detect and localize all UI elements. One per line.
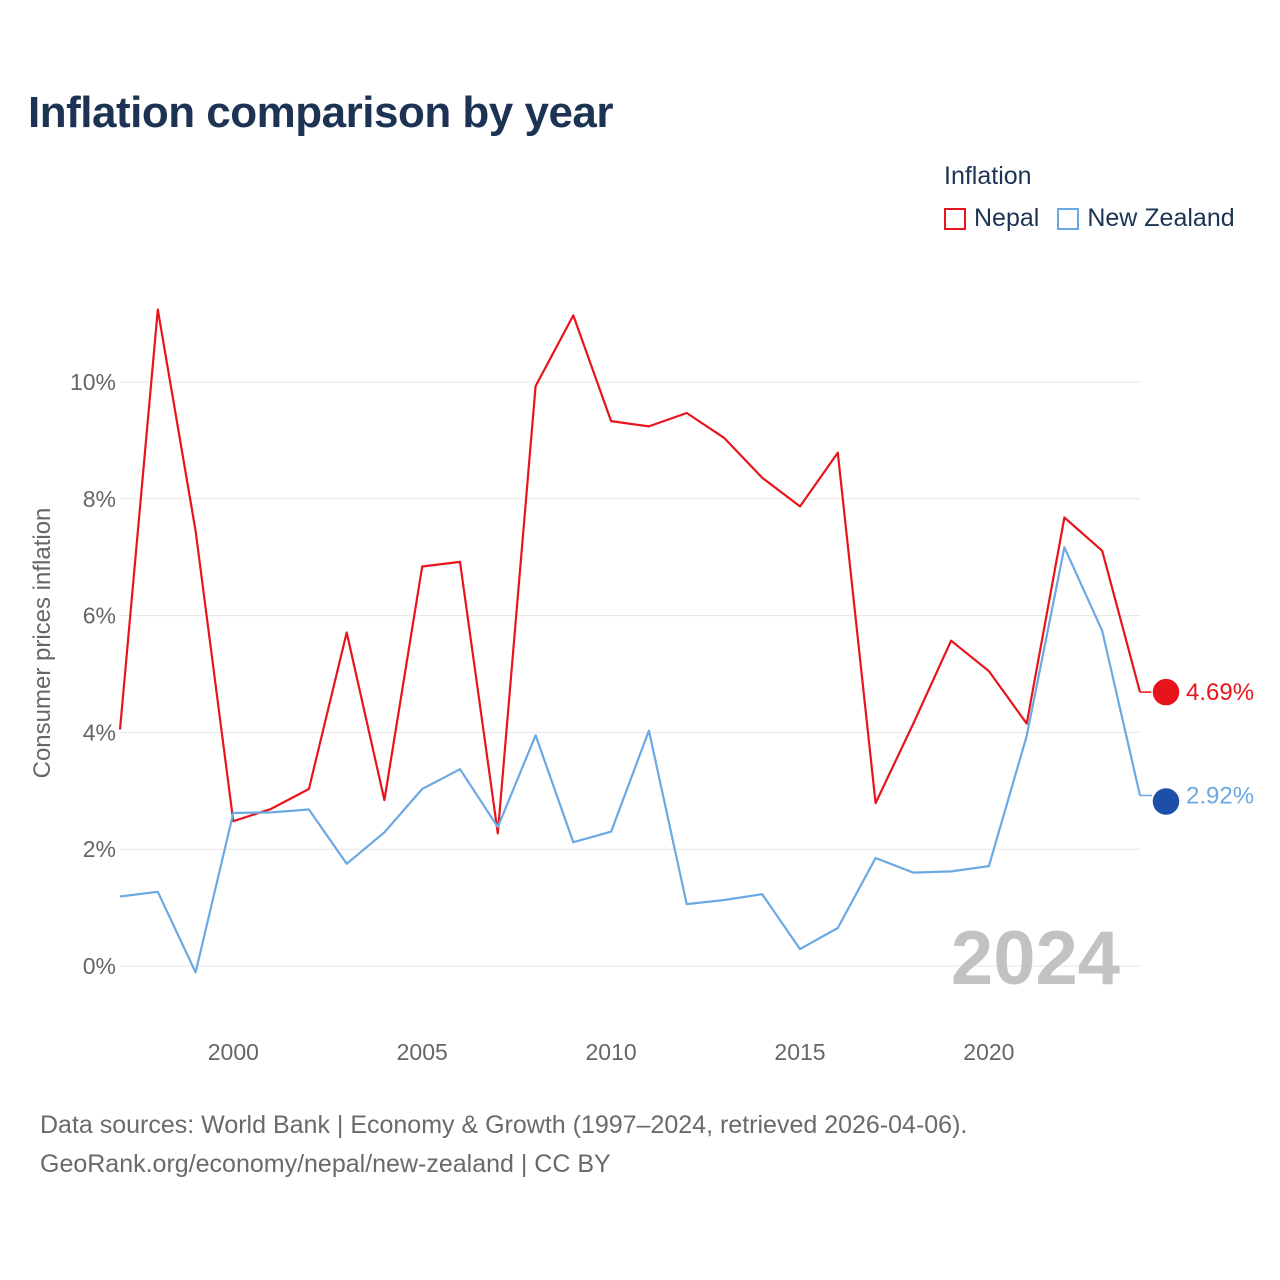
y-tick-label-0: 0%	[83, 953, 116, 979]
x-axis-ticks: 2000 2005 2010 2015 2020	[208, 1039, 1015, 1065]
legend-item-nepal[interactable]: Nepal	[944, 204, 1039, 233]
flag-marker-nepal	[1151, 677, 1181, 707]
legend-title: Inflation	[944, 162, 1032, 190]
x-tick-label-2005: 2005	[397, 1039, 448, 1065]
y-tick-label-4: 4%	[83, 719, 116, 745]
series-lines	[118, 308, 1142, 974]
legend-swatch-nepal	[944, 207, 966, 230]
legend-swatch-new-zealand	[1057, 207, 1080, 230]
y-tick-label-8: 8%	[83, 486, 116, 512]
y-tick-label-10: 10%	[70, 369, 116, 395]
x-tick-label-2020: 2020	[963, 1039, 1014, 1065]
series-line-nepal	[118, 308, 1142, 835]
year-annotation: 2024	[951, 916, 1120, 1001]
chart-title: Inflation comparison by year	[28, 88, 614, 137]
x-tick-label-2010: 2010	[586, 1039, 637, 1065]
x-tick-label-2015: 2015	[774, 1039, 825, 1065]
y-axis-ticks: 0% 2% 4% 6% 8% 10%	[70, 369, 116, 979]
end-label-new-zealand: 2.92%	[1186, 782, 1254, 809]
series-line-new-zealand	[119, 546, 1142, 974]
y-tick-label-2: 2%	[83, 836, 116, 862]
flag-marker-new-zealand	[1151, 786, 1181, 817]
legend: Nepal New Zealand	[944, 204, 1235, 233]
source-line-1: Data sources: World Bank | Economy & Gro…	[40, 1111, 968, 1139]
source-note: Data sources: World Bank | Economy & Gro…	[40, 1106, 967, 1184]
source-line-2[interactable]: GeoRank.org/economy/nepal/new-zealand | …	[40, 1150, 611, 1178]
legend-label-new-zealand: New Zealand	[1087, 204, 1235, 232]
x-tick-label-2000: 2000	[208, 1039, 259, 1065]
end-label-nepal: 4.69%	[1186, 679, 1254, 706]
legend-label-nepal: Nepal	[974, 204, 1040, 232]
line-chart: 0% 2% 4% 6% 8% 10% 2000 2005 2010 2015 2020 Consu…	[29, 308, 1254, 1065]
end-markers: 4.69% 2.92%	[1140, 677, 1254, 817]
y-tick-label-6: 6%	[83, 603, 116, 629]
legend-item-new-zealand[interactable]: New Zealand	[1057, 204, 1235, 233]
y-axis-label: Consumer prices inflation	[29, 508, 56, 779]
grid-lines	[120, 381, 1140, 967]
